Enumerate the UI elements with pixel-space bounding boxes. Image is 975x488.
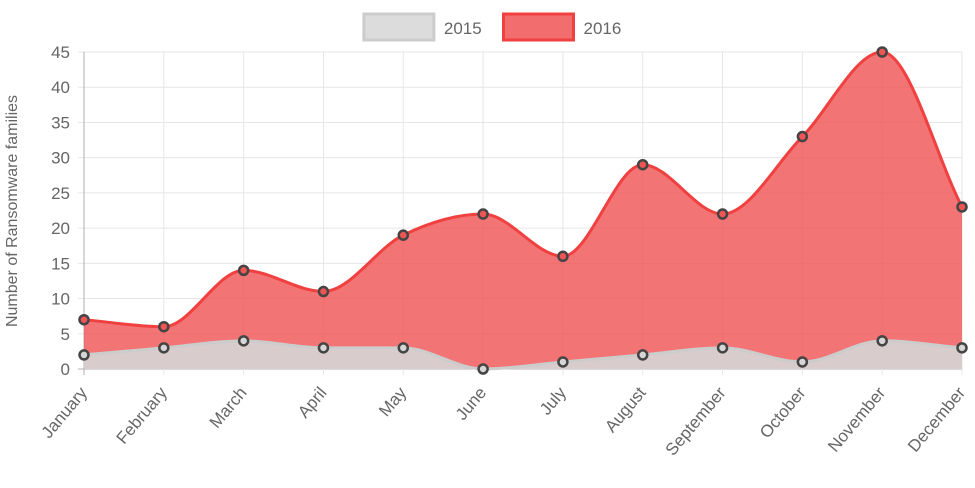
x-tick-label: May: [375, 383, 411, 420]
data-point-2015[interactable]: [397, 342, 410, 354]
data-point-2015[interactable]: [78, 349, 90, 361]
x-tick-label: July: [536, 383, 570, 419]
data-point-2016[interactable]: [158, 320, 170, 333]
x-tick-label: April: [294, 383, 330, 421]
x-tick-label: January: [38, 383, 92, 442]
x-tick-label: November: [824, 383, 889, 456]
legend: 2015 2016: [362, 12, 622, 42]
data-point-2016[interactable]: [956, 201, 968, 213]
data-point-2015[interactable]: [716, 342, 729, 354]
y-axis-title: Number of Ransomware families: [4, 95, 21, 327]
y-tick-label: 45: [51, 43, 70, 62]
data-point-2015[interactable]: [557, 356, 569, 368]
data-point-2015[interactable]: [237, 335, 250, 347]
data-point-2015[interactable]: [876, 335, 888, 347]
x-tick-label: September: [662, 383, 730, 459]
x-tick-label: October: [756, 383, 810, 442]
x-tick-label: August: [601, 383, 650, 436]
data-point-2015[interactable]: [477, 363, 489, 375]
data-point-2015[interactable]: [317, 342, 330, 354]
legend-label-2015[interactable]: 2015: [444, 19, 482, 38]
data-point-2016[interactable]: [237, 264, 250, 277]
legend-swatch-2015[interactable]: [362, 12, 436, 42]
y-tick-label: 10: [51, 290, 70, 309]
y-tick-label: 35: [51, 113, 70, 132]
data-point-2016[interactable]: [716, 208, 729, 220]
data-point-2016[interactable]: [876, 46, 888, 58]
data-point-2015[interactable]: [796, 356, 809, 368]
y-tick-label: 25: [51, 184, 70, 203]
legend-swatch-2016[interactable]: [502, 12, 575, 42]
x-tick-label: December: [904, 383, 969, 456]
data-point-2015[interactable]: [636, 349, 649, 361]
data-point-2016[interactable]: [557, 250, 569, 263]
data-point-2016[interactable]: [796, 130, 809, 143]
series-points: [78, 46, 968, 375]
series-areas: [83, 50, 964, 371]
y-tick-label: 5: [61, 325, 70, 344]
y-tick-label: 20: [51, 219, 70, 238]
data-point-2015[interactable]: [158, 342, 170, 354]
y-tick-label: 15: [51, 254, 70, 273]
y-tick-label: 40: [51, 78, 70, 97]
data-point-2016[interactable]: [397, 229, 410, 241]
x-tick-label: June: [452, 383, 490, 423]
data-point-2016[interactable]: [78, 313, 90, 326]
data-point-2015[interactable]: [956, 342, 968, 354]
data-point-2016[interactable]: [477, 208, 489, 220]
x-tick-label: February: [113, 383, 172, 448]
x-tick-label: March: [206, 383, 251, 431]
y-tick-label: 30: [51, 149, 70, 168]
legend-label-2016[interactable]: 2016: [584, 19, 622, 38]
y-tick-label: 0: [61, 360, 70, 379]
data-point-2016[interactable]: [317, 285, 330, 298]
data-point-2016[interactable]: [636, 158, 649, 171]
